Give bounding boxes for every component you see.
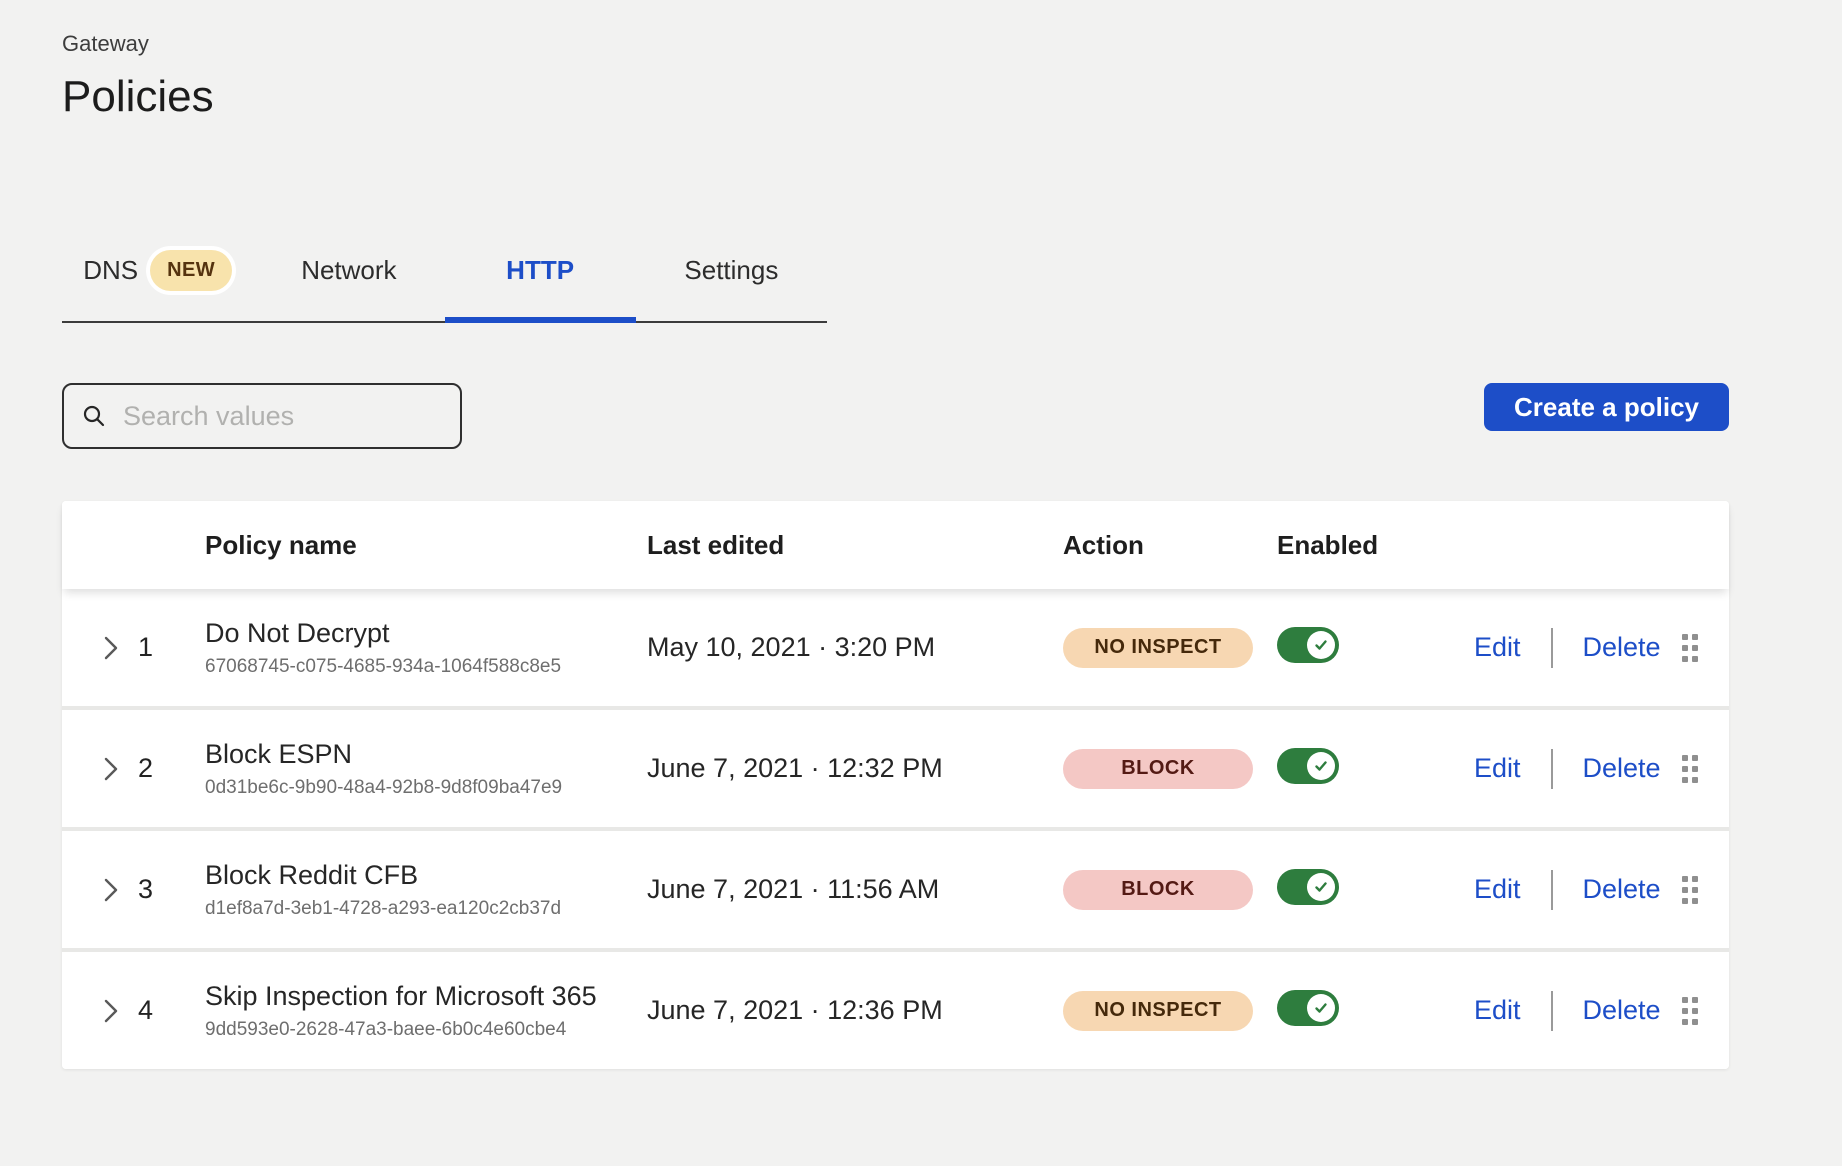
- gateway-policies-page: Gateway Policies DNS NEW Network HTTP Se…: [62, 31, 1729, 1069]
- tab-http[interactable]: HTTP: [444, 250, 637, 323]
- policy-uuid: 9dd593e0-2628-47a3-baee-6b0c4e60cbe4: [205, 1019, 567, 1040]
- tab-settings[interactable]: Settings: [636, 250, 827, 321]
- table-row: 4 Skip Inspection for Microsoft 365 9dd5…: [62, 948, 1729, 1069]
- expand-chevron-icon[interactable]: [103, 877, 119, 903]
- edit-link[interactable]: Edit: [1474, 632, 1521, 662]
- last-edited: June 7, 2021 · 12:32 PM: [647, 753, 943, 783]
- drag-handle-icon[interactable]: [1681, 633, 1699, 663]
- last-edited: May 10, 2021 · 3:20 PM: [647, 632, 936, 662]
- expand-chevron-icon[interactable]: [103, 998, 119, 1024]
- action-badge: NO INSPECT: [1063, 627, 1253, 668]
- tab-network[interactable]: Network: [253, 250, 444, 321]
- policy-uuid: d1ef8a7d-3eb1-4728-a293-ea120c2cb37d: [205, 898, 562, 919]
- toggle-check-icon: [1307, 994, 1335, 1022]
- delete-link[interactable]: Delete: [1582, 753, 1661, 783]
- policies-table: Policy name Last edited Action Enabled 1…: [62, 501, 1729, 1069]
- edit-link[interactable]: Edit: [1474, 753, 1521, 783]
- policy-uuid: 67068745-c075-4685-934a-1064f588c8e5: [205, 656, 562, 677]
- enabled-toggle[interactable]: [1277, 627, 1339, 663]
- policy-name: Do Not Decrypt: [205, 618, 390, 648]
- tab-dns[interactable]: DNS NEW: [62, 250, 253, 321]
- row-number: 4: [138, 995, 154, 1025]
- search-icon: [82, 404, 106, 428]
- policy-name: Block ESPN: [205, 739, 353, 769]
- edit-link[interactable]: Edit: [1474, 874, 1521, 904]
- divider: [1550, 748, 1553, 789]
- toolbar: Create a policy: [62, 383, 1729, 449]
- drag-handle-icon[interactable]: [1681, 875, 1699, 905]
- row-number: 2: [138, 753, 154, 783]
- page-title: Policies: [62, 72, 214, 121]
- divider: [1550, 869, 1553, 910]
- col-header-policy-name: Policy name: [205, 529, 357, 560]
- expand-chevron-icon[interactable]: [103, 756, 119, 782]
- action-badge: NO INSPECT: [1063, 990, 1253, 1031]
- drag-handle-icon[interactable]: [1681, 754, 1699, 784]
- action-badge: BLOCK: [1063, 748, 1253, 789]
- action-badge: BLOCK: [1063, 869, 1253, 910]
- last-edited: June 7, 2021 · 11:56 AM: [647, 874, 940, 904]
- tab-http-label: HTTP: [506, 255, 575, 285]
- delete-link[interactable]: Delete: [1582, 995, 1661, 1025]
- edit-link[interactable]: Edit: [1474, 995, 1521, 1025]
- breadcrumb: Gateway: [62, 31, 149, 56]
- toggle-check-icon: [1307, 873, 1335, 901]
- row-number: 1: [138, 632, 154, 662]
- table-row: 1 Do Not Decrypt 67068745-c075-4685-934a…: [62, 589, 1729, 706]
- last-edited: June 7, 2021 · 12:36 PM: [647, 995, 943, 1025]
- new-badge: NEW: [150, 250, 233, 291]
- policy-name: Skip Inspection for Microsoft 365: [205, 981, 597, 1011]
- toggle-check-icon: [1307, 631, 1335, 659]
- enabled-toggle[interactable]: [1277, 748, 1339, 784]
- delete-link[interactable]: Delete: [1582, 874, 1661, 904]
- col-header-last-edited: Last edited: [647, 529, 785, 560]
- tab-network-label: Network: [301, 255, 397, 285]
- enabled-toggle[interactable]: [1277, 869, 1339, 905]
- create-policy-button[interactable]: Create a policy: [1484, 383, 1729, 431]
- delete-link[interactable]: Delete: [1582, 632, 1661, 662]
- divider: [1550, 627, 1553, 668]
- policy-name: Block Reddit CFB: [205, 860, 419, 890]
- tab-dns-label: DNS: [83, 255, 139, 285]
- col-header-action: Action: [1063, 529, 1144, 560]
- divider: [1550, 990, 1553, 1031]
- table-body: 1 Do Not Decrypt 67068745-c075-4685-934a…: [62, 589, 1729, 1069]
- tab-bar: DNS NEW Network HTTP Settings: [62, 250, 827, 323]
- expand-chevron-icon[interactable]: [103, 635, 119, 661]
- table-header-row: Policy name Last edited Action Enabled: [62, 501, 1729, 589]
- enabled-toggle[interactable]: [1277, 990, 1339, 1026]
- table-row: 3 Block Reddit CFB d1ef8a7d-3eb1-4728-a2…: [62, 827, 1729, 948]
- tab-settings-label: Settings: [684, 255, 779, 285]
- policy-uuid: 0d31be6c-9b90-48a4-92b8-9d8f09ba47e9: [205, 777, 563, 798]
- drag-handle-icon[interactable]: [1681, 996, 1699, 1026]
- col-header-enabled: Enabled: [1277, 529, 1379, 560]
- search-input[interactable]: [121, 399, 442, 433]
- table-row: 2 Block ESPN 0d31be6c-9b90-48a4-92b8-9d8…: [62, 706, 1729, 827]
- toggle-check-icon: [1307, 752, 1335, 780]
- search-box: [62, 383, 462, 449]
- row-number: 3: [138, 874, 154, 904]
